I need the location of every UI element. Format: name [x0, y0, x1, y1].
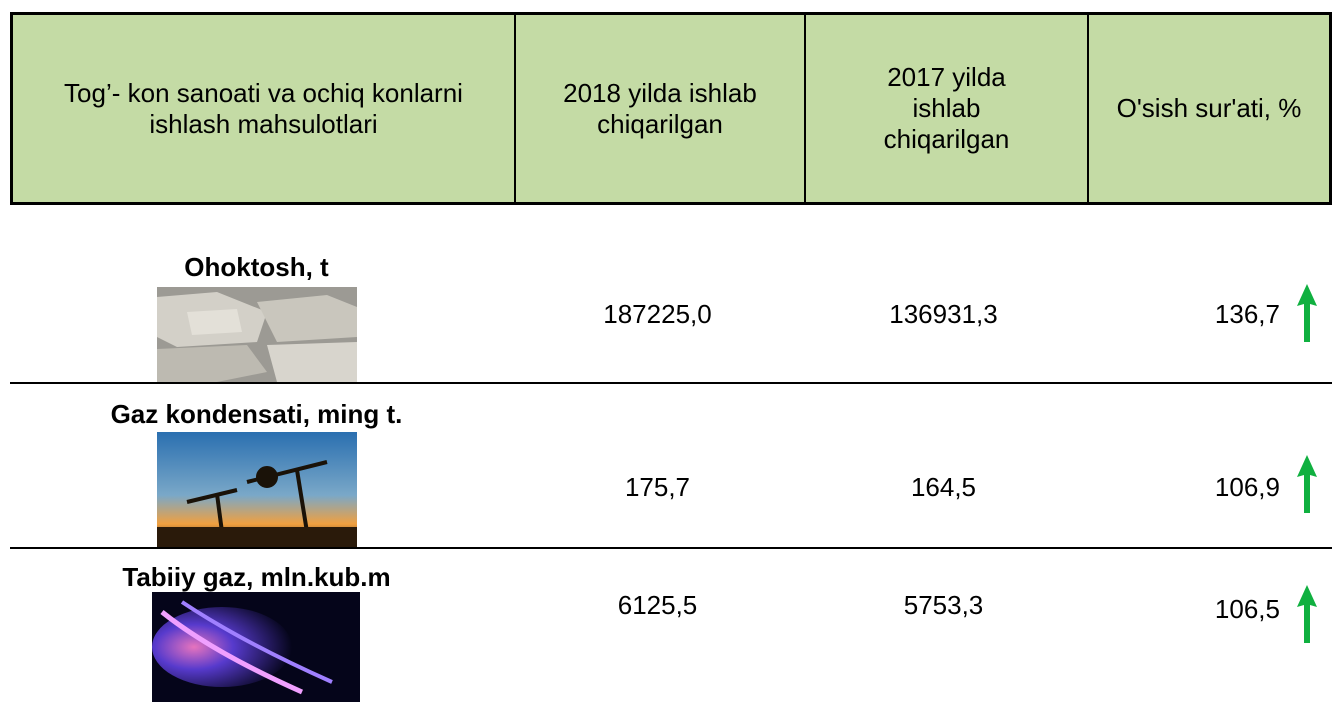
header-cell: 2017 yilda ishlab chiqarilgan — [804, 15, 1087, 202]
growth-rate: 136,7 — [1214, 299, 1280, 329]
oil-pump-image — [157, 432, 357, 547]
header-cell: Tog’- kon sanoati va ochiq konlarni ishl… — [64, 77, 463, 139]
limestone-image — [157, 287, 357, 382]
growth-rate: 106,9 — [1214, 472, 1280, 502]
header-cell: 2018 yilda ishlab chiqarilgan — [514, 15, 804, 202]
product-name: Tabiiy gaz, mln.kub.m — [122, 562, 391, 592]
value-2018: 187225,0 — [603, 299, 712, 329]
value-2017: 5753,3 — [903, 590, 984, 620]
row-divider — [10, 382, 1332, 384]
growth-rate: 106,5 — [1214, 594, 1280, 624]
up-arrow — [1297, 585, 1317, 643]
product-name: Gaz kondensati, ming t. — [110, 399, 403, 429]
value-2017: 164,5 — [910, 472, 977, 502]
product-name: Ohoktosh, t — [184, 252, 329, 282]
value-2018: 6125,5 — [617, 590, 698, 620]
up-arrow — [1297, 455, 1317, 513]
header-cell: O'sish sur'ati, % — [1087, 15, 1329, 202]
table-header: Tog’- kon sanoati va ochiq konlarni ishl… — [10, 12, 1332, 205]
up-arrow — [1297, 284, 1317, 342]
gas-flame-image — [152, 592, 360, 702]
row-divider — [10, 547, 1332, 549]
value-2018: 175,7 — [624, 472, 691, 502]
value-2017: 136931,3 — [889, 299, 998, 329]
